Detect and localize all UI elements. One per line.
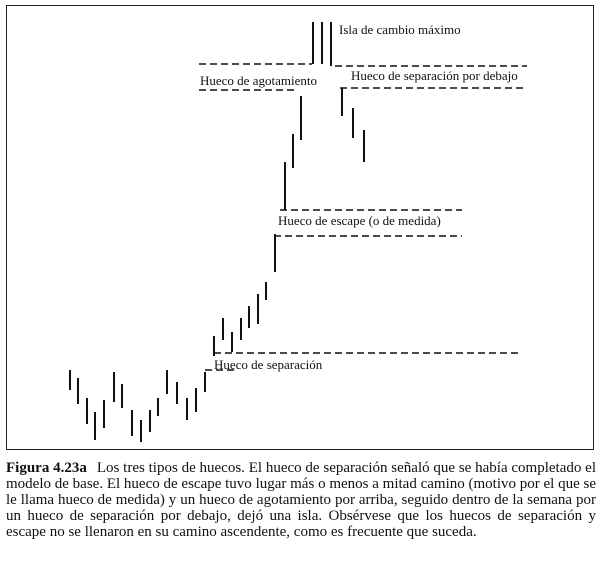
label-hueco-escape: Hueco de escape (o de medida) <box>278 213 441 228</box>
label-hueco-separacion-por-debajo: Hueco de separación por debajo <box>351 68 518 83</box>
figure-caption: Figura 4.23a Los tres tipos de huecos. El… <box>6 460 596 540</box>
price-bar-chart <box>69 22 527 442</box>
label-hueco-separacion: Hueco de separación <box>214 357 323 372</box>
label-hueco-agotamiento: Hueco de agotamiento <box>200 73 317 88</box>
figure-number: Figura 4.23a <box>6 460 87 476</box>
label-isla-cambio-maximo: Isla de cambio máximo <box>339 22 461 37</box>
figure-frame <box>6 5 594 450</box>
caption-text: Los tres tipos de huecos. El hueco de se… <box>6 460 596 540</box>
